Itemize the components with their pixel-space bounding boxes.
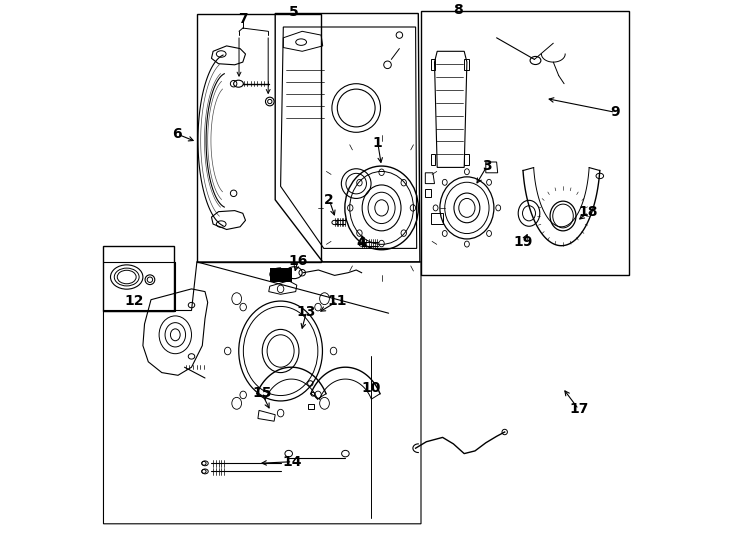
Ellipse shape xyxy=(319,293,330,305)
Ellipse shape xyxy=(232,397,241,409)
Text: 14: 14 xyxy=(283,455,302,469)
Text: 16: 16 xyxy=(288,254,308,268)
Bar xyxy=(421,11,629,275)
Text: 10: 10 xyxy=(362,381,381,395)
Text: 13: 13 xyxy=(297,305,316,319)
Text: 18: 18 xyxy=(578,205,598,219)
Text: 19: 19 xyxy=(514,235,534,249)
Text: 5: 5 xyxy=(289,5,299,19)
Text: 2: 2 xyxy=(324,193,334,207)
Text: 4: 4 xyxy=(357,236,366,250)
Text: 7: 7 xyxy=(238,12,247,26)
Text: 8: 8 xyxy=(453,3,462,17)
Ellipse shape xyxy=(232,293,241,305)
Text: 12: 12 xyxy=(124,294,143,308)
Bar xyxy=(103,246,174,310)
Text: 11: 11 xyxy=(327,294,347,308)
Text: 6: 6 xyxy=(172,127,182,141)
Text: 9: 9 xyxy=(611,105,620,119)
Text: 17: 17 xyxy=(569,402,589,416)
Bar xyxy=(197,14,321,262)
Ellipse shape xyxy=(319,397,330,409)
Text: 1: 1 xyxy=(373,136,382,150)
Text: 15: 15 xyxy=(252,386,272,400)
Text: 3: 3 xyxy=(482,159,492,173)
